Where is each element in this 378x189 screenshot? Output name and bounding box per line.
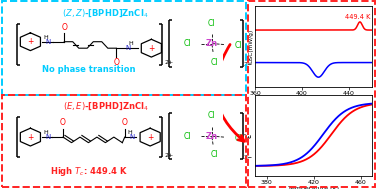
- Text: +: +: [147, 133, 153, 142]
- Text: Cl: Cl: [211, 150, 218, 159]
- Text: 2+: 2+: [165, 153, 174, 158]
- Text: O: O: [122, 119, 128, 127]
- Text: +: +: [27, 37, 34, 46]
- Text: +: +: [27, 133, 34, 142]
- Text: N: N: [129, 134, 135, 140]
- Text: O: O: [60, 119, 66, 127]
- Text: Cl: Cl: [184, 39, 191, 48]
- Text: Cl: Cl: [211, 58, 218, 67]
- Text: H: H: [129, 41, 133, 46]
- Y-axis label: DSC(mW/g): DSC(mW/g): [249, 29, 254, 64]
- Text: $(Z,Z)$-[BPHD]ZnCl$_4$: $(Z,Z)$-[BPHD]ZnCl$_4$: [62, 7, 149, 19]
- Text: N: N: [45, 134, 50, 140]
- X-axis label: Temperature (K): Temperature (K): [288, 98, 339, 102]
- Text: High $T_c$: 449.4 K: High $T_c$: 449.4 K: [50, 165, 127, 178]
- Text: H: H: [127, 130, 132, 135]
- Text: Cl: Cl: [184, 132, 191, 141]
- FancyArrowPatch shape: [216, 44, 244, 141]
- Text: 2−: 2−: [244, 155, 253, 160]
- Text: Zn: Zn: [206, 39, 218, 48]
- Text: Zn: Zn: [206, 132, 218, 141]
- Text: 449.4 K: 449.4 K: [345, 14, 370, 20]
- Text: No phase transition: No phase transition: [42, 65, 135, 74]
- X-axis label: Temperature (K): Temperature (K): [288, 186, 339, 189]
- Text: Cl: Cl: [208, 19, 215, 28]
- Text: O: O: [113, 58, 119, 67]
- Text: +: +: [148, 44, 155, 53]
- Text: H: H: [43, 35, 48, 40]
- Text: H: H: [43, 130, 48, 135]
- Text: Cl: Cl: [208, 111, 215, 120]
- Text: $(E,E)$-[BPHD]ZnCl$_4$: $(E,E)$-[BPHD]ZnCl$_4$: [63, 100, 148, 112]
- Text: N: N: [126, 45, 131, 51]
- Text: O: O: [61, 23, 67, 32]
- Text: N: N: [45, 39, 50, 45]
- Text: 2−: 2−: [244, 62, 253, 67]
- Y-axis label: ε': ε': [245, 132, 254, 138]
- Text: 2+: 2+: [165, 60, 174, 65]
- Text: Cl: Cl: [235, 41, 242, 50]
- Text: Cl: Cl: [235, 133, 242, 143]
